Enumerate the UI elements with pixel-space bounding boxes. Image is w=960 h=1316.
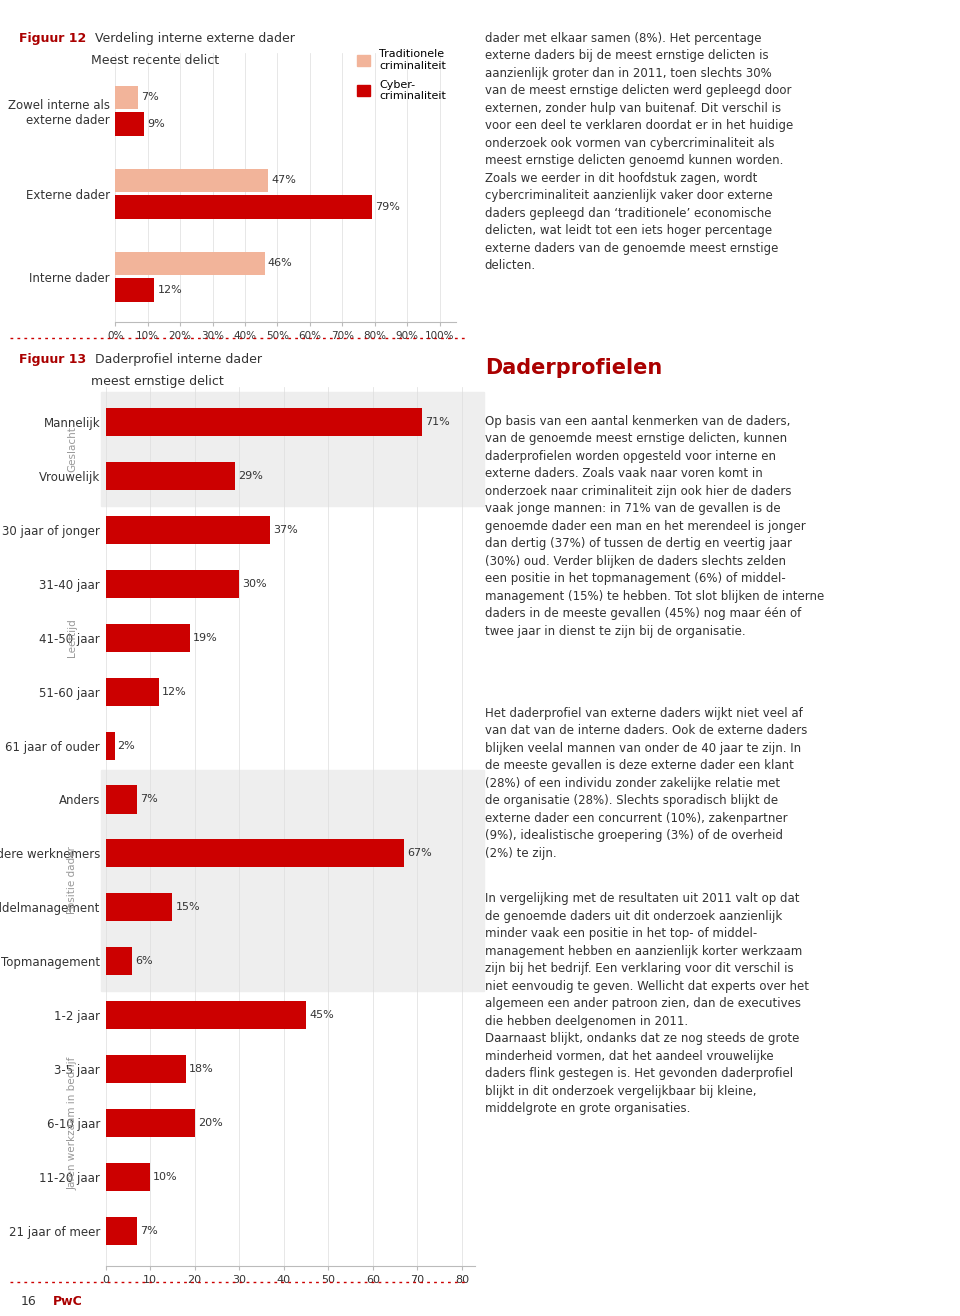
Text: 18%: 18% <box>189 1065 214 1074</box>
Bar <box>106 1163 150 1191</box>
Text: 29%: 29% <box>238 471 263 480</box>
Bar <box>115 112 144 136</box>
Text: 12%: 12% <box>157 286 182 295</box>
Text: 71%: 71% <box>425 417 449 426</box>
Bar <box>106 948 132 975</box>
Bar <box>106 1055 185 1083</box>
Bar <box>115 168 268 192</box>
Text: Op basis van een aantal kenmerken van de daders,
van de genoemde meest ernstige : Op basis van een aantal kenmerken van de… <box>485 415 824 637</box>
Text: 7%: 7% <box>141 92 159 103</box>
Text: Verdeling interne externe dader: Verdeling interne externe dader <box>91 32 295 45</box>
Bar <box>106 462 235 490</box>
Bar <box>115 279 155 301</box>
Bar <box>106 840 404 867</box>
Text: 16: 16 <box>21 1295 36 1308</box>
Text: 12%: 12% <box>162 687 187 696</box>
Text: 9%: 9% <box>148 118 165 129</box>
Bar <box>106 732 114 759</box>
Text: Meest recente delict: Meest recente delict <box>91 54 219 67</box>
Bar <box>106 1109 195 1137</box>
Text: Daderprofielen: Daderprofielen <box>485 358 662 378</box>
Bar <box>106 894 173 921</box>
Bar <box>115 86 138 109</box>
Bar <box>106 516 271 544</box>
Bar <box>101 770 484 991</box>
Bar <box>115 195 372 218</box>
Bar <box>115 251 265 275</box>
Text: Geslacht: Geslacht <box>67 426 77 472</box>
Text: 15%: 15% <box>176 903 200 912</box>
Text: 10%: 10% <box>154 1173 178 1182</box>
Bar <box>106 1217 136 1245</box>
Text: Het daderprofiel van externe daders wijkt niet veel af
van dat van de interne da: Het daderprofiel van externe daders wijk… <box>485 707 807 859</box>
Text: Daderprofiel interne dader: Daderprofiel interne dader <box>91 353 262 366</box>
Text: Leeftijd: Leeftijd <box>67 619 77 657</box>
Text: 2%: 2% <box>118 741 135 750</box>
Text: 30%: 30% <box>242 579 267 588</box>
Text: 6%: 6% <box>135 957 153 966</box>
Text: 7%: 7% <box>140 1227 157 1236</box>
Bar <box>101 392 484 505</box>
Text: 67%: 67% <box>407 849 432 858</box>
Bar <box>106 1001 306 1029</box>
Text: Figuur 13: Figuur 13 <box>19 353 86 366</box>
Text: 45%: 45% <box>309 1011 334 1020</box>
Text: 47%: 47% <box>271 175 296 186</box>
Text: In vergelijking met de resultaten uit 2011 valt op dat
de genoemde daders uit di: In vergelijking met de resultaten uit 20… <box>485 892 808 1115</box>
Bar <box>106 678 159 705</box>
Text: meest ernstige delict: meest ernstige delict <box>91 375 224 388</box>
Text: Jaren werkzaam in bedrijf: Jaren werkzaam in bedrijf <box>67 1057 77 1190</box>
Text: 79%: 79% <box>374 203 399 212</box>
Text: 46%: 46% <box>268 258 293 268</box>
Text: 7%: 7% <box>140 795 157 804</box>
Bar <box>106 570 239 597</box>
Text: PwC: PwC <box>53 1295 83 1308</box>
Text: 19%: 19% <box>193 633 218 642</box>
Bar <box>106 624 190 651</box>
Text: 20%: 20% <box>198 1119 223 1128</box>
Bar <box>106 786 136 813</box>
Text: Figuur 12: Figuur 12 <box>19 32 86 45</box>
Bar <box>106 408 421 436</box>
Text: dader met elkaar samen (8%). Het percentage
externe daders bij de meest ernstige: dader met elkaar samen (8%). Het percent… <box>485 32 793 272</box>
Legend: Traditionele
criminaliteit, Cyber-
criminaliteit: Traditionele criminaliteit, Cyber- crimi… <box>352 45 450 105</box>
Text: Positie dader: Positie dader <box>67 846 77 915</box>
Text: 37%: 37% <box>274 525 299 534</box>
